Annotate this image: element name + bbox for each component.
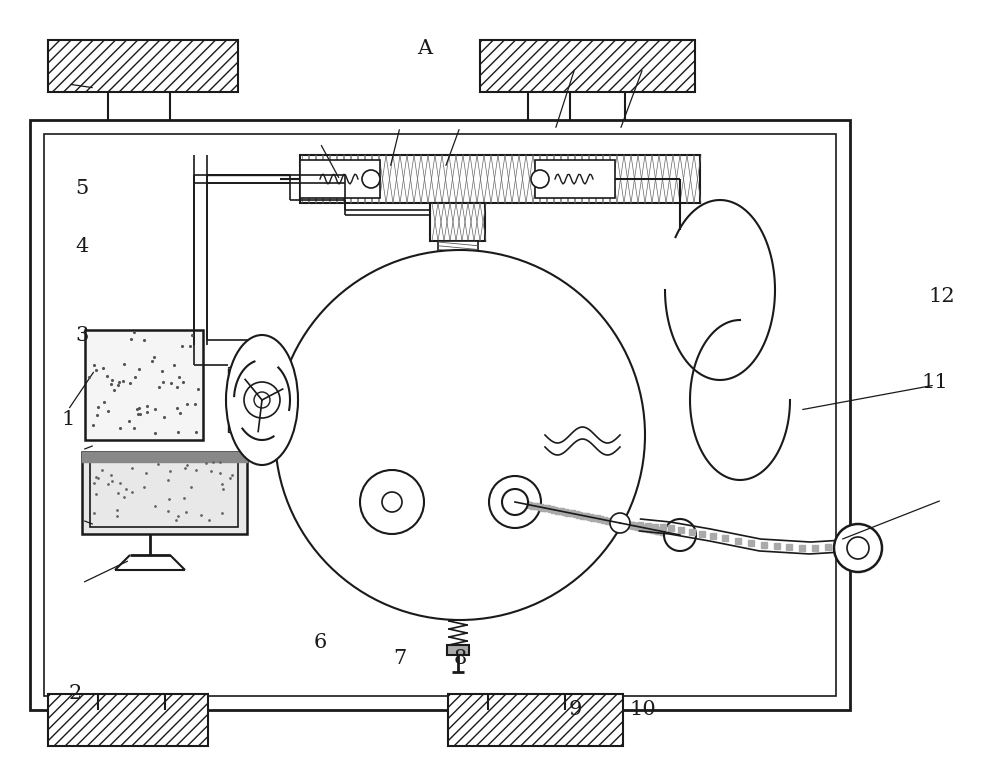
Bar [430, 203, 485, 241]
Ellipse shape [226, 335, 298, 465]
Circle shape [360, 470, 424, 534]
Bar [48, 694, 208, 746]
Circle shape [834, 524, 882, 572]
Circle shape [254, 392, 270, 408]
Bar [448, 694, 623, 746]
Text: 4: 4 [75, 238, 89, 256]
Text: A: A [417, 39, 433, 58]
Bar [300, 160, 380, 198]
Text: 3: 3 [75, 326, 89, 345]
Text: 11: 11 [922, 373, 948, 392]
Circle shape [382, 492, 402, 512]
Circle shape [489, 476, 541, 528]
Circle shape [244, 382, 280, 418]
Bar [510, 305, 528, 353]
Bar [90, 457, 238, 527]
Circle shape [847, 537, 869, 559]
Text: 2: 2 [68, 684, 82, 703]
Circle shape [362, 170, 380, 188]
Text: 6: 6 [313, 633, 327, 652]
Bar [44, 134, 836, 696]
Text: 9: 9 [568, 700, 582, 719]
Circle shape [531, 170, 549, 188]
Bar [82, 452, 247, 534]
Bar [300, 155, 700, 203]
Circle shape [502, 489, 528, 515]
Bar [82, 452, 247, 462]
Text: 5: 5 [75, 179, 89, 198]
Bar [535, 160, 615, 198]
Bar [447, 645, 469, 655]
Circle shape [507, 494, 523, 510]
Bar [480, 40, 695, 92]
Bar [48, 40, 238, 92]
Circle shape [664, 519, 696, 551]
Text: 1: 1 [61, 410, 75, 429]
Circle shape [610, 513, 630, 533]
Text: 7: 7 [393, 649, 407, 668]
Bar [85, 330, 203, 440]
Text: 8: 8 [453, 649, 467, 668]
Bar [30, 120, 850, 710]
Circle shape [275, 250, 645, 620]
Bar [438, 241, 478, 511]
Text: 12: 12 [929, 287, 955, 306]
Text: 10: 10 [630, 700, 656, 719]
